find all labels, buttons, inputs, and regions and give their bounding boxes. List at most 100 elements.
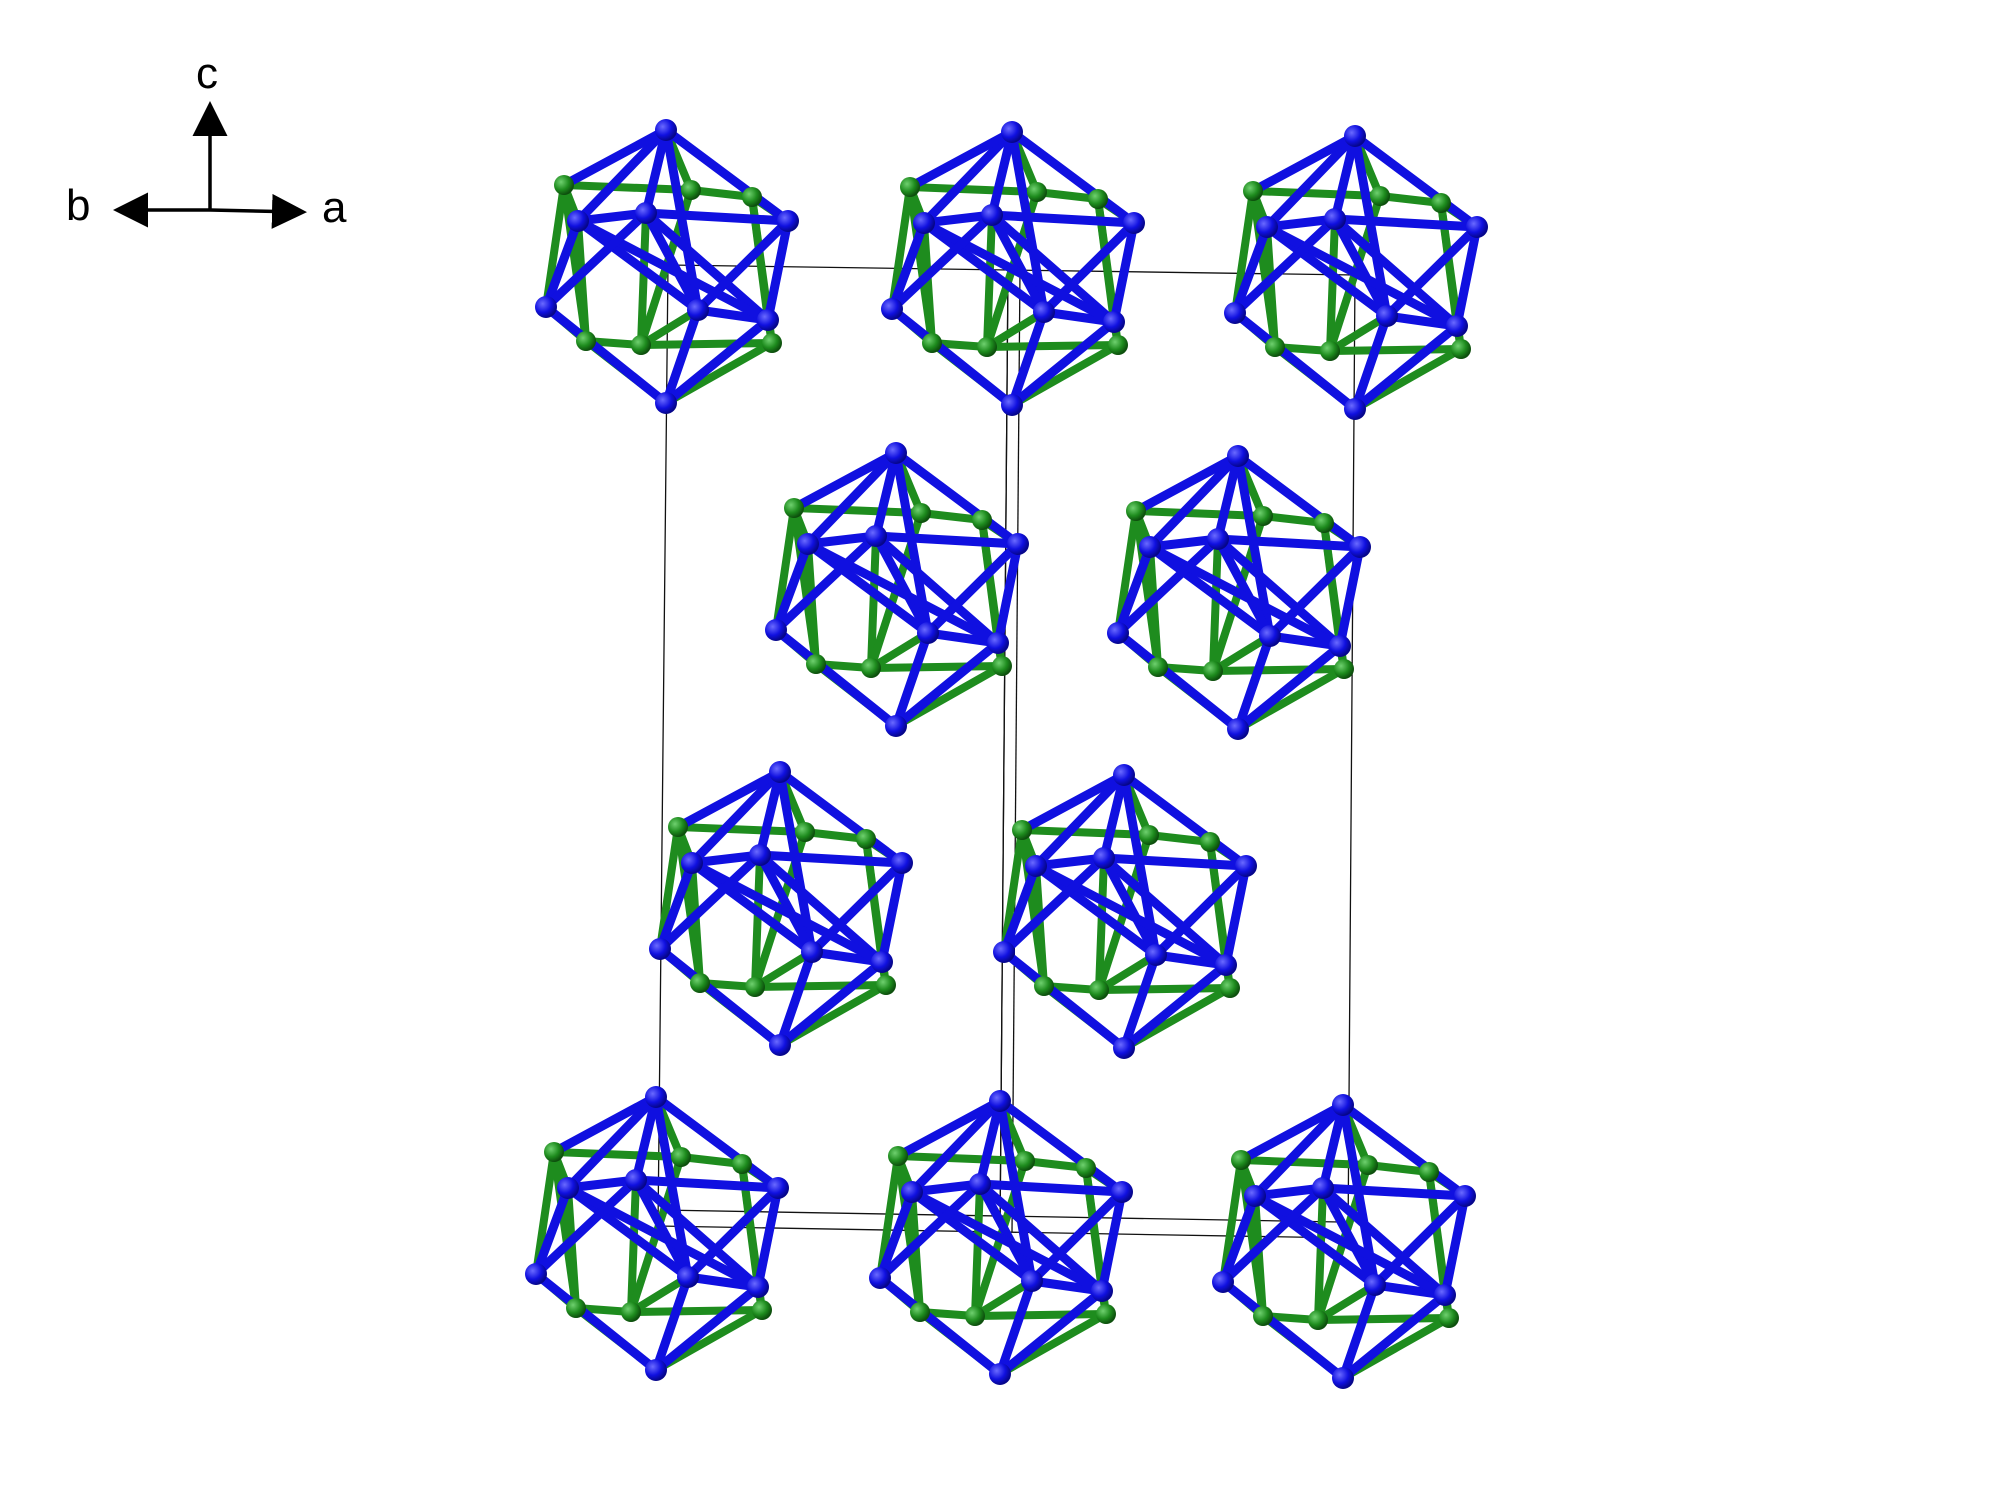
bond-blue (1213, 534, 1365, 552)
bond-green (550, 1148, 685, 1161)
bond-blue (651, 1282, 763, 1375)
atom-green (1148, 657, 1168, 677)
atom-green (900, 177, 920, 197)
bond-blue (1330, 131, 1360, 224)
atom-blue (797, 533, 819, 555)
atom-green (1203, 661, 1223, 681)
bond-blue (907, 1096, 1005, 1197)
atom-blue (1145, 944, 1167, 966)
bond-blue (995, 1096, 1127, 1197)
bond-blue (1113, 628, 1243, 734)
bond-blue (563, 1092, 661, 1193)
atom-blue (1235, 855, 1257, 877)
atom-green (745, 977, 765, 997)
axis-label-a: a (322, 183, 347, 232)
bond-blue (1318, 1183, 1470, 1201)
bond-green (1237, 1156, 1372, 1169)
atom-blue (777, 210, 799, 232)
atom-blue (1259, 625, 1281, 647)
bond-blue (1031, 770, 1129, 871)
bond-blue (549, 1092, 661, 1157)
bond-green (1033, 188, 1102, 203)
bond-blue (531, 1269, 661, 1375)
atom-blue (645, 1086, 667, 1108)
atom-blue (1123, 212, 1145, 234)
bond-blue (655, 944, 785, 1050)
atom-blue (1224, 302, 1246, 324)
atom-blue (1227, 445, 1249, 467)
atom-blue (1434, 1284, 1456, 1306)
atom-green (1089, 980, 1109, 1000)
bond-blue (1099, 770, 1129, 863)
bond-blue (1330, 214, 1392, 321)
atom-blue (1007, 533, 1029, 555)
atom-blue (871, 951, 893, 973)
bond-blue (1007, 127, 1139, 228)
atom-green (1334, 659, 1354, 679)
atom-blue (769, 761, 791, 783)
bond-green (867, 662, 1006, 672)
bond-blue (1250, 1100, 1348, 1201)
bond-blue (871, 531, 1003, 648)
bond-green (894, 1152, 1029, 1165)
bond-blue (1233, 631, 1275, 734)
bond-blue (1145, 534, 1223, 552)
atom-green (1139, 825, 1159, 845)
atom-blue (649, 938, 671, 960)
bond-blue (875, 1187, 917, 1283)
bond-blue (687, 767, 785, 868)
bond-blue (755, 767, 785, 860)
atom-green (972, 510, 992, 530)
bond-blue (999, 853, 1109, 957)
atom-blue (687, 299, 709, 321)
bond-blue (1440, 1191, 1470, 1300)
atom-green (1220, 978, 1240, 998)
bond-green (1314, 1184, 1327, 1324)
bond-blue (541, 216, 583, 312)
bond-blue (975, 1179, 1037, 1286)
bond-blue (1330, 214, 1462, 331)
bond-green (674, 823, 809, 836)
unit-cell-front-right (999, 269, 1356, 1239)
atom-green (1108, 335, 1128, 355)
atom-green (1419, 1162, 1439, 1182)
bond-blue (987, 210, 1119, 327)
bond-green (1018, 826, 1048, 990)
atom-blue (1103, 311, 1125, 333)
atom-green (681, 180, 701, 200)
bond-blue (1218, 1191, 1260, 1287)
atom-green (1126, 501, 1146, 521)
bond-blue (1230, 222, 1272, 318)
bond-blue (655, 850, 765, 954)
bond-blue (1119, 950, 1161, 1053)
atom-blue (987, 632, 1009, 654)
atom-green (1451, 339, 1471, 359)
atom-green (1096, 1304, 1116, 1324)
bond-green (560, 181, 590, 345)
atom-blue (767, 1177, 789, 1199)
bond-blue (891, 448, 1023, 549)
bond-blue (755, 850, 817, 957)
atom-blue (1033, 301, 1055, 323)
bond-blue (573, 216, 773, 325)
atom-green (922, 333, 942, 353)
bond-blue (919, 127, 1017, 228)
atom-green (910, 1302, 930, 1322)
bond-blue (803, 539, 1003, 648)
bond-blue (975, 1096, 1005, 1189)
bond-green (867, 629, 932, 672)
bond-green (983, 341, 1122, 351)
bond-blue (1250, 1183, 1328, 1201)
atom-green (856, 829, 876, 849)
atom-green (1015, 1151, 1035, 1171)
bond-blue (655, 858, 697, 954)
bond-green (1259, 512, 1328, 527)
atom-green (911, 503, 931, 523)
bond-green (627, 1273, 692, 1316)
bond-blue (755, 850, 887, 967)
atom-blue (645, 1359, 667, 1381)
bond-green (983, 308, 1048, 351)
bond-green (560, 181, 695, 194)
atom-green (544, 1142, 564, 1162)
